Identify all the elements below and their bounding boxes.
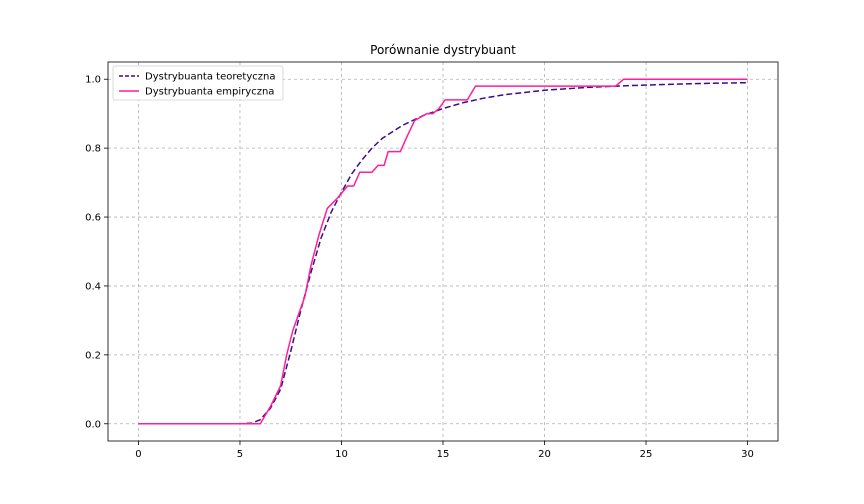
legend-label-theoretical: Dystrybuanta teoretyczna bbox=[145, 72, 275, 83]
y-tick-label: 0.4 bbox=[85, 281, 101, 292]
x-tick-label: 5 bbox=[237, 449, 243, 460]
x-tick-label: 30 bbox=[741, 449, 754, 460]
y-tick-label: 0.2 bbox=[85, 350, 101, 361]
legend-box bbox=[112, 65, 284, 101]
y-tick-label: 0.8 bbox=[85, 144, 101, 155]
chart-title: Porównanie dystrybuant bbox=[370, 43, 516, 57]
x-tick-label: 10 bbox=[335, 449, 348, 460]
series-line-empirical bbox=[138, 78, 748, 425]
x-tick-label: 0 bbox=[135, 449, 141, 460]
tick-layer: 0 5 10 15 20 25 30 0.0 0.2 0.4 0.6 0.8 1.0 bbox=[85, 75, 754, 460]
x-tick-label: 25 bbox=[640, 449, 653, 460]
y-tick-label: 0.0 bbox=[85, 419, 101, 430]
x-tick-label: 20 bbox=[538, 449, 551, 460]
x-tick-label: 15 bbox=[437, 449, 450, 460]
series-line-theoretical bbox=[138, 81, 748, 425]
legend: Dystrybuanta teoretyczna Dystrybuanta em… bbox=[112, 65, 284, 101]
legend-label-empirical: Dystrybuanta empiryczna bbox=[145, 87, 274, 98]
series-layer bbox=[138, 78, 748, 425]
y-tick-label: 0.6 bbox=[85, 213, 101, 224]
y-tick-label: 1.0 bbox=[85, 75, 101, 86]
